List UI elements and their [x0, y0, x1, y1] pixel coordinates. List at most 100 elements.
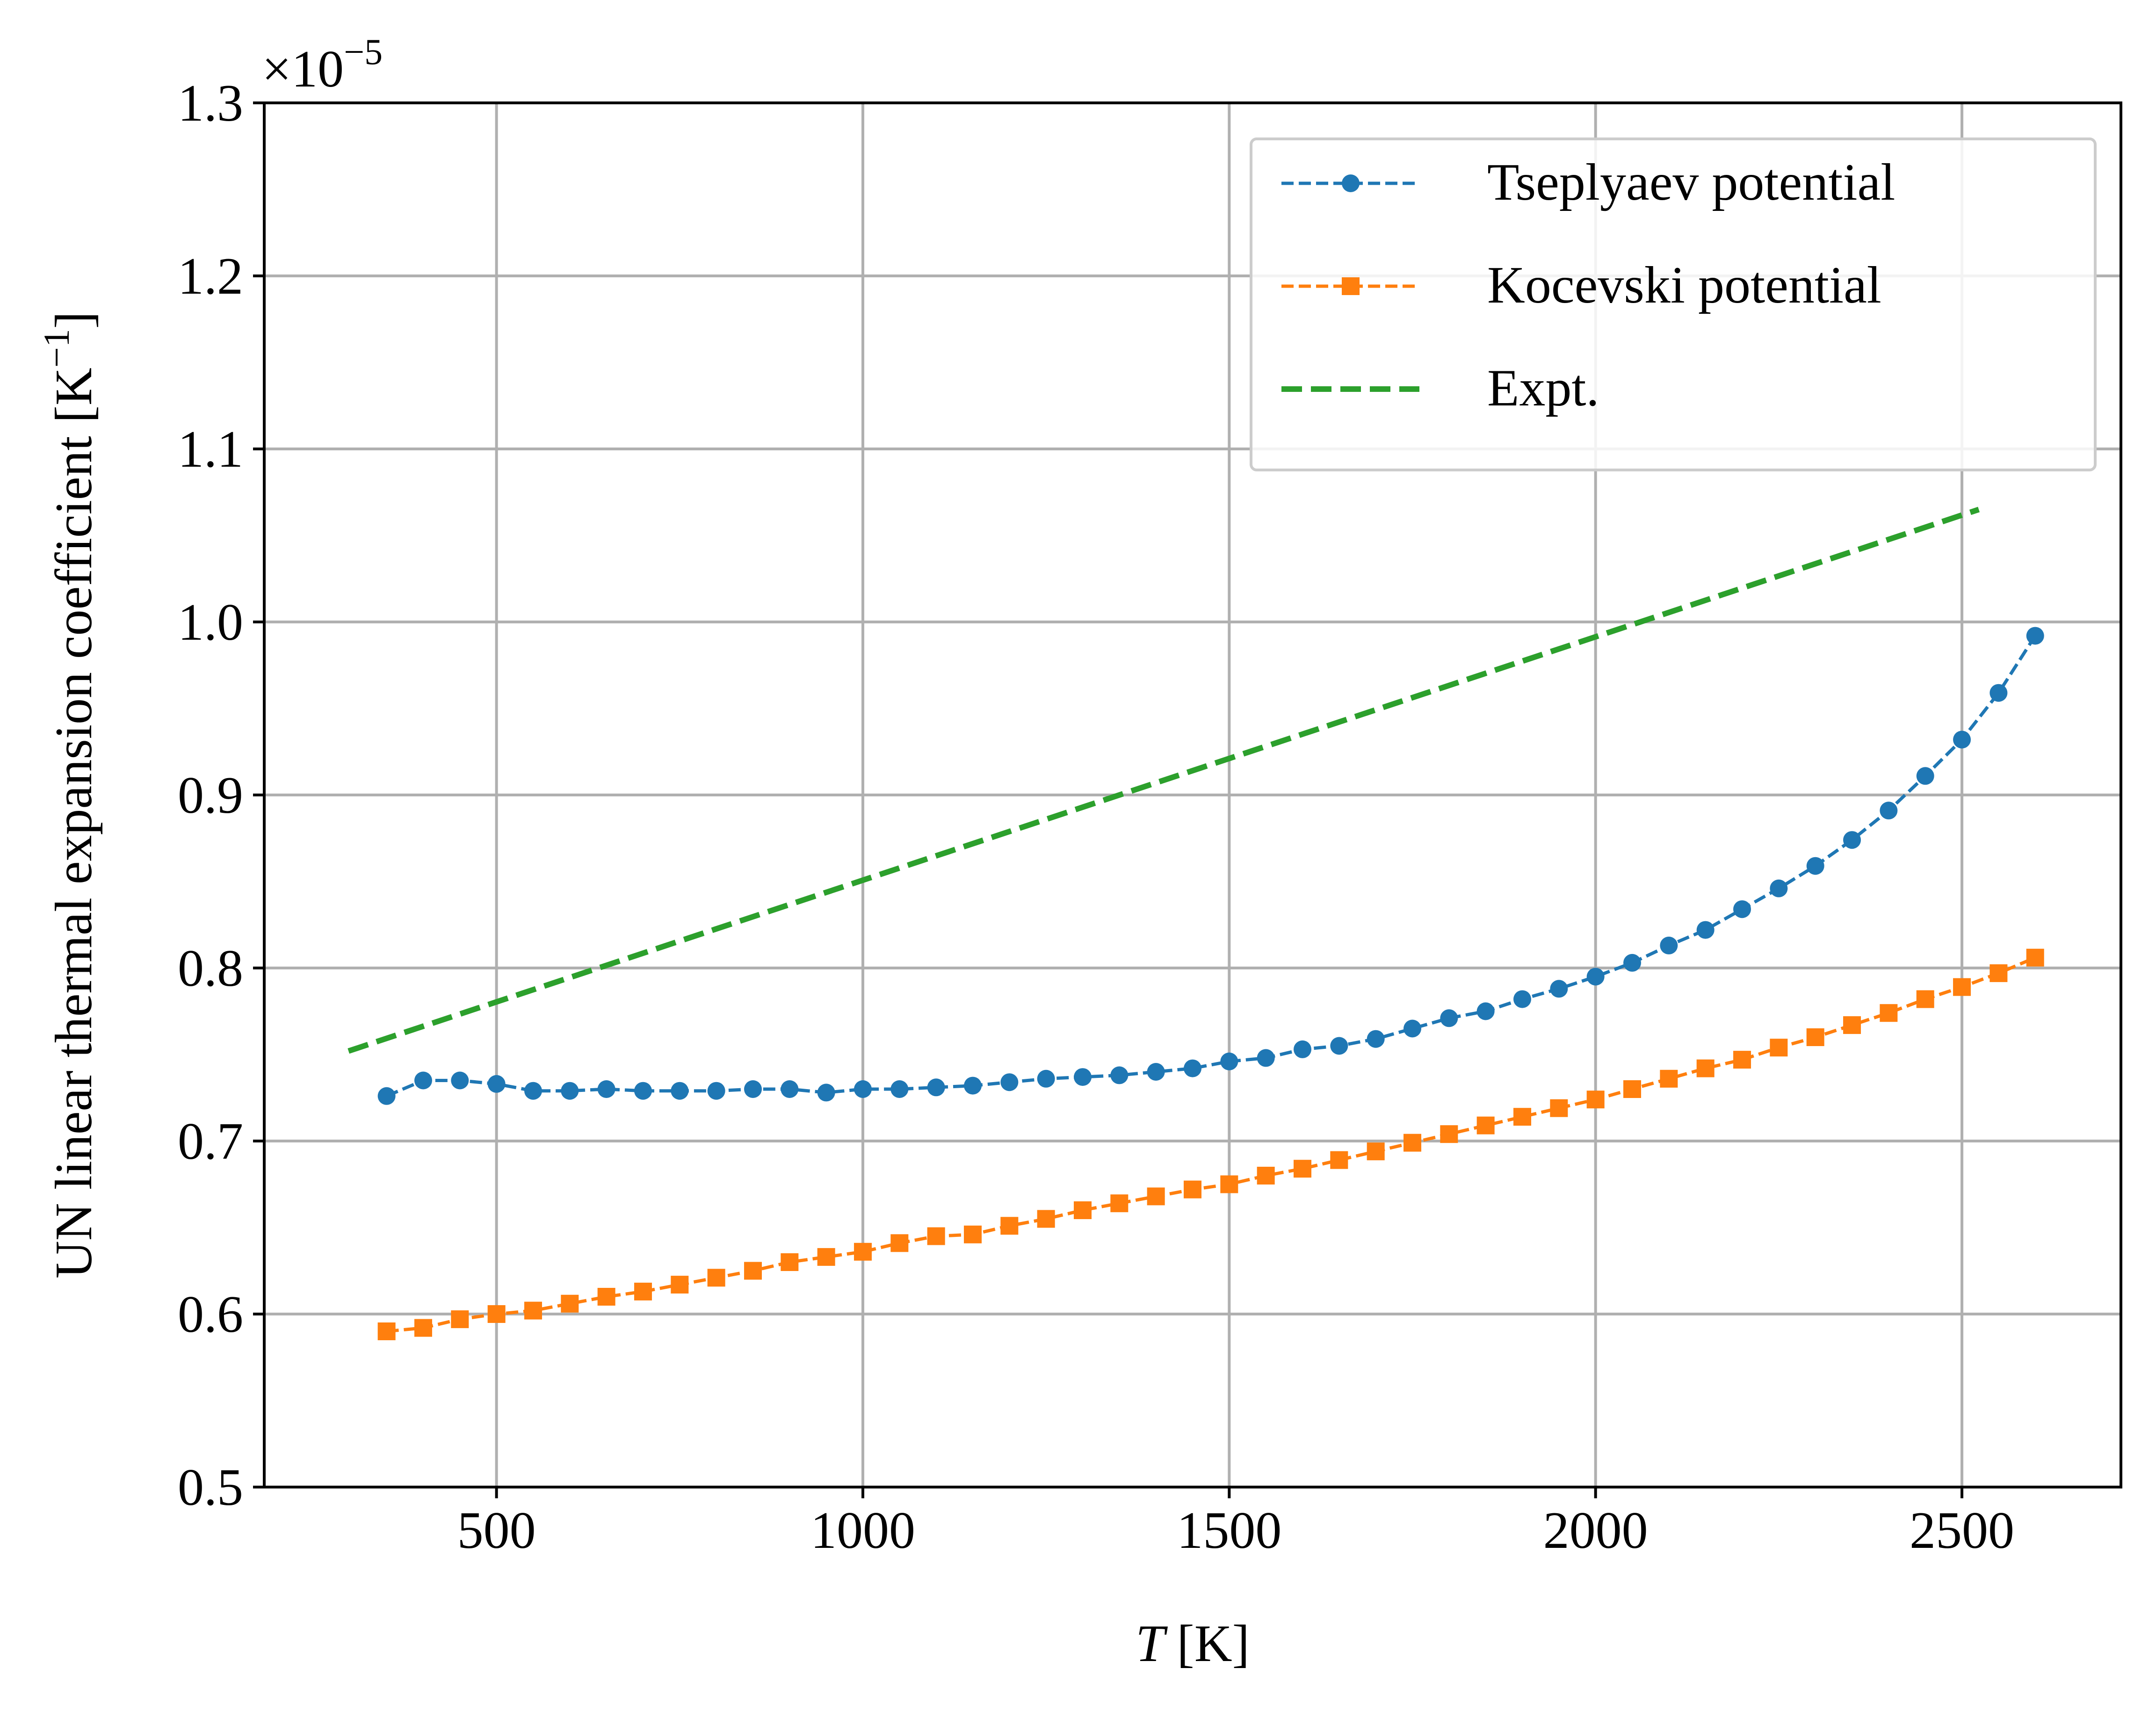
- data-point-kocevski-potential: [1806, 1028, 1824, 1046]
- legend-label-tseplyaev-potential: Tseplyaev potential: [1487, 153, 1895, 211]
- series-line-kocevski-potential: [386, 956, 2036, 1333]
- data-point-kocevski-potential: [744, 1262, 762, 1280]
- data-point-kocevski-potential: [1110, 1194, 1129, 1213]
- data-point-tseplyaev-potential: [487, 1075, 506, 1093]
- data-point-kocevski-potential: [1513, 1108, 1532, 1126]
- data-point-kocevski-potential: [1843, 1016, 1861, 1034]
- data-point-kocevski-potential: [1696, 1059, 1715, 1077]
- data-point-kocevski-potential: [1000, 1217, 1019, 1235]
- data-point-kocevski-potential: [927, 1227, 945, 1245]
- y-tick-label: 0.6: [178, 1286, 243, 1344]
- data-point-tseplyaev-potential: [1476, 1002, 1495, 1020]
- data-point-tseplyaev-potential: [927, 1078, 945, 1097]
- data-point-tseplyaev-potential: [1037, 1069, 1055, 1088]
- data-point-kocevski-potential: [561, 1294, 579, 1313]
- data-point-tseplyaev-potential: [1880, 802, 1898, 820]
- data-point-kocevski-potential: [1367, 1142, 1385, 1161]
- data-point-tseplyaev-potential: [561, 1082, 579, 1100]
- data-point-kocevski-potential: [671, 1276, 689, 1294]
- legend-entry-kocevski-potential: Kocevski potential: [1281, 256, 1881, 314]
- data-point-tseplyaev-potential: [634, 1082, 652, 1100]
- data-point-kocevski-potential: [1147, 1187, 1165, 1206]
- ticks: 500 1000 1500 2000 2500 0.5 0.6 0.7 0.8 0.9 1.0 1.1…: [178, 74, 2014, 1560]
- data-point-kocevski-potential: [1770, 1039, 1788, 1057]
- data-point-tseplyaev-potential: [1623, 954, 1642, 972]
- y-tick-label: 1.3: [178, 74, 243, 132]
- y-tick-label: 1.1: [178, 420, 243, 478]
- data-point-kocevski-potential: [817, 1248, 835, 1266]
- y-axis-label: UN linear thermal expansion coefficient …: [36, 311, 103, 1279]
- data-point-tseplyaev-potential: [1660, 936, 1678, 954]
- data-point-kocevski-potential: [1440, 1125, 1458, 1143]
- y-axis-label-close: ]: [45, 311, 103, 329]
- data-point-kocevski-potential: [1220, 1175, 1238, 1193]
- data-point-kocevski-potential: [781, 1253, 799, 1271]
- y-axis-label-superscript: −1: [36, 329, 77, 368]
- data-point-kocevski-potential: [597, 1288, 615, 1306]
- data-point-tseplyaev-potential: [1110, 1066, 1129, 1084]
- legend: Tseplyaev potential Kocevski potential Exp…: [1250, 137, 2097, 471]
- data-point-kocevski-potential: [1953, 978, 1971, 996]
- data-point-kocevski-potential: [1257, 1167, 1275, 1185]
- data-point-kocevski-potential: [890, 1234, 909, 1252]
- plot-series: [347, 506, 2044, 1340]
- series-expt: [347, 506, 1980, 1054]
- data-point-tseplyaev-potential: [1990, 684, 2008, 702]
- data-point-kocevski-potential: [1916, 990, 1934, 1008]
- data-point-kocevski-potential: [451, 1310, 469, 1329]
- data-point-kocevski-potential: [707, 1269, 725, 1287]
- data-point-tseplyaev-potential: [451, 1071, 469, 1090]
- data-point-kocevski-potential: [1073, 1201, 1092, 1219]
- data-point-tseplyaev-potential: [414, 1071, 432, 1090]
- legend-box: [1250, 137, 2097, 471]
- data-point-tseplyaev-potential: [1220, 1052, 1238, 1070]
- data-point-tseplyaev-potential: [1294, 1040, 1312, 1058]
- y-offset-exponent: −5: [344, 31, 383, 72]
- data-point-kocevski-potential: [1404, 1134, 1422, 1152]
- data-point-tseplyaev-potential: [1513, 990, 1532, 1008]
- data-point-kocevski-potential: [1623, 1080, 1642, 1098]
- data-point-kocevski-potential: [854, 1242, 872, 1261]
- y-offset-base: ×10: [262, 40, 344, 98]
- data-point-kocevski-potential: [634, 1282, 652, 1300]
- data-point-tseplyaev-potential: [1184, 1059, 1201, 1077]
- data-point-tseplyaev-potential: [744, 1080, 762, 1098]
- legend-label-expt: Expt.: [1487, 359, 1599, 417]
- legend-entry-expt: Expt.: [1281, 359, 1599, 417]
- data-point-tseplyaev-potential: [1733, 900, 1751, 918]
- data-point-tseplyaev-potential: [1770, 879, 1788, 897]
- x-tick-label: 500: [457, 1502, 536, 1560]
- data-point-tseplyaev-potential: [1367, 1030, 1385, 1048]
- x-axis-label: T [K]: [1136, 1615, 1250, 1673]
- series-tseplyaev-potential: [377, 627, 2044, 1105]
- data-point-tseplyaev-potential: [963, 1076, 982, 1095]
- legend-marker-kocevski-potential: [1342, 277, 1360, 295]
- series-line-expt: [347, 506, 1980, 1054]
- data-point-tseplyaev-potential: [524, 1082, 542, 1100]
- data-point-tseplyaev-potential: [890, 1080, 909, 1098]
- y-tick-label: 0.9: [178, 766, 243, 824]
- x-tick-label: 1500: [1177, 1502, 1281, 1560]
- data-point-tseplyaev-potential: [1404, 1019, 1422, 1038]
- y-tick-label: 0.5: [178, 1459, 243, 1517]
- data-point-tseplyaev-potential: [1147, 1063, 1165, 1081]
- data-point-tseplyaev-potential: [1440, 1009, 1458, 1027]
- data-point-tseplyaev-potential: [1000, 1073, 1019, 1091]
- series-kocevski-potential: [377, 948, 2044, 1340]
- data-point-kocevski-potential: [1184, 1180, 1201, 1199]
- data-point-kocevski-potential: [414, 1319, 432, 1337]
- data-point-tseplyaev-potential: [1696, 921, 1715, 939]
- data-point-tseplyaev-potential: [377, 1087, 396, 1105]
- data-point-tseplyaev-potential: [854, 1080, 872, 1098]
- legend-entries: Tseplyaev potential Kocevski potential Exp…: [1281, 153, 1895, 417]
- x-axis-label-symbol: T: [1136, 1615, 1168, 1673]
- data-point-kocevski-potential: [963, 1225, 982, 1243]
- y-offset-label: ×10−5: [262, 31, 383, 98]
- data-point-kocevski-potential: [1330, 1151, 1348, 1169]
- y-tick-label: 0.8: [178, 939, 243, 997]
- data-point-tseplyaev-potential: [707, 1082, 725, 1100]
- y-tick-label: 1.0: [178, 593, 243, 651]
- data-point-tseplyaev-potential: [1806, 857, 1824, 875]
- legend-label-kocevski-potential: Kocevski potential: [1487, 256, 1881, 314]
- data-point-tseplyaev-potential: [817, 1084, 835, 1102]
